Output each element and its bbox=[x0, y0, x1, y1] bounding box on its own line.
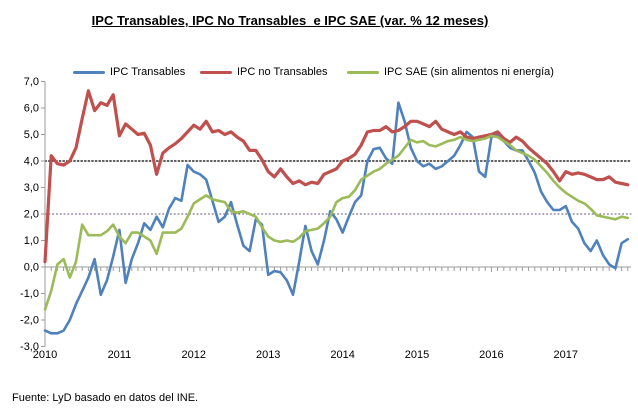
y-tick-label: 6,0 bbox=[24, 103, 39, 115]
series-line-ipc-transables bbox=[43, 101, 630, 335]
series-line-ipc-sae bbox=[43, 134, 630, 311]
x-tick-label: 2015 bbox=[405, 349, 429, 361]
series-line-ipc-no-transables bbox=[43, 89, 630, 264]
legend-line-swatch-green bbox=[347, 70, 379, 74]
x-tick-label: 2014 bbox=[330, 349, 354, 361]
y-tick-label: 3,0 bbox=[24, 182, 39, 194]
y-tick-label: 7,0 bbox=[24, 76, 39, 88]
source-note: Fuente: LyD basado en datos del INE. bbox=[12, 392, 199, 404]
legend-label-ipc-sae: IPC SAE (sin alimentos ni energía) bbox=[384, 66, 554, 78]
y-tick-label: 4,0 bbox=[24, 156, 39, 168]
x-tick-label: 2016 bbox=[479, 349, 503, 361]
legend: IPC Transables IPC no Transables IPC SAE… bbox=[0, 62, 638, 82]
chart-title: IPC Transables, IPC No Transables e IPC … bbox=[91, 13, 489, 28]
y-tick-label: 2,0 bbox=[24, 209, 39, 221]
y-tick-label: 0,0 bbox=[24, 262, 39, 274]
legend-item-ipc-transables: IPC Transables bbox=[73, 62, 185, 82]
y-tick-label: -3,0 bbox=[20, 341, 39, 353]
y-tick-label: 5,0 bbox=[24, 129, 39, 141]
x-tick-label: 2012 bbox=[182, 349, 206, 361]
x-tick-label: 2011 bbox=[108, 349, 132, 361]
y-tick-label: -2,0 bbox=[20, 315, 39, 327]
legend-label-ipc-no-transables: IPC no Transables bbox=[237, 66, 328, 78]
legend-line-swatch-red bbox=[200, 70, 232, 74]
y-tick-label: -1,0 bbox=[20, 288, 39, 300]
x-tick-label: 2013 bbox=[256, 349, 280, 361]
legend-item-ipc-sae: IPC SAE (sin alimentos ni energía) bbox=[347, 62, 554, 82]
x-tick-label: 2017 bbox=[554, 349, 578, 361]
legend-label-ipc-transables: IPC Transables bbox=[110, 66, 186, 78]
x-tick-label: 2010 bbox=[33, 349, 57, 361]
legend-item-ipc-no-transables: IPC no Transables bbox=[200, 62, 328, 82]
y-tick-label: 1,0 bbox=[24, 235, 39, 247]
legend-line-swatch-blue bbox=[73, 70, 105, 74]
